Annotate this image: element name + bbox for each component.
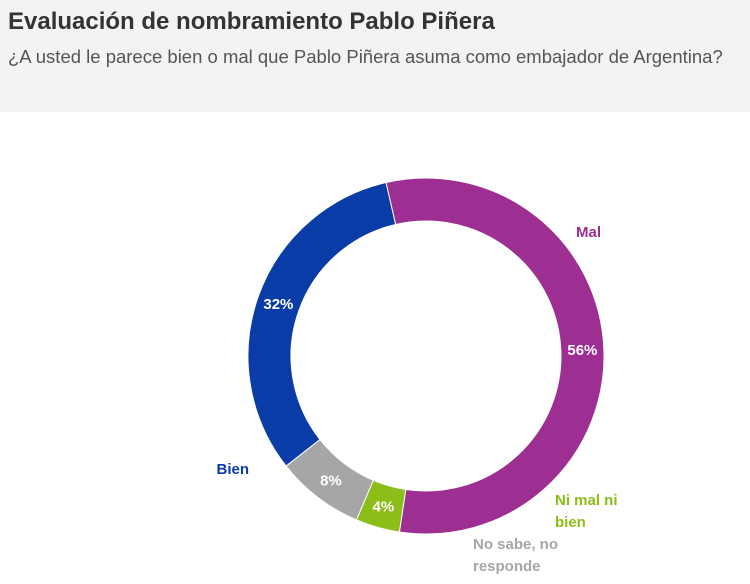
chart-header: Evaluación de nombramiento Pablo Piñera …	[0, 0, 750, 112]
category-label-no-sabe-no-responde: No sabe, no responde	[473, 536, 558, 575]
category-label-mal: Mal	[576, 224, 601, 241]
value-label-mal: 56%	[567, 342, 597, 359]
category-label-bien: Bien	[216, 461, 249, 478]
value-label-bien: 32%	[263, 296, 293, 313]
category-label-ni-mal-ni-bien: Ni mal ni bien	[555, 492, 618, 531]
chart-subtitle: ¿A usted le parece bien o mal que Pablo …	[8, 46, 723, 67]
value-label-no-sabe-no-responde: 8%	[320, 472, 342, 489]
slice-mal[interactable]	[385, 177, 605, 535]
slice-bien[interactable]	[247, 181, 397, 467]
value-label-ni-mal-ni-bien: 4%	[373, 499, 395, 516]
chart-title: Evaluación de nombramiento Pablo Piñera	[8, 8, 495, 35]
